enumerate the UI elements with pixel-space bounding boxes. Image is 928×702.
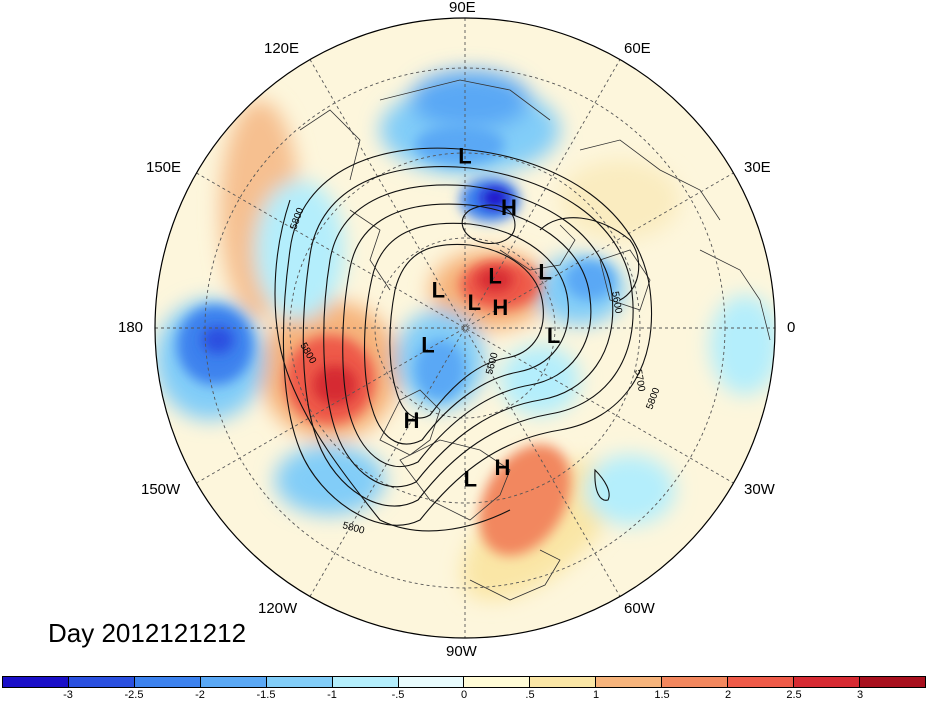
colorbar-segment [530, 677, 597, 687]
colorbar-tick-label: 1.5 [654, 689, 670, 701]
colorbar-segment [596, 677, 663, 687]
high-pressure-marker: H [501, 195, 517, 220]
lon-label-120e: 120E [264, 40, 300, 57]
colorbar [2, 676, 926, 688]
lon-label-0: 0 [787, 319, 796, 336]
colorbar-segment [266, 677, 333, 687]
colorbar-segment [662, 677, 729, 687]
colorbar-segment [728, 677, 795, 687]
colorbar-tick-label: -3 [63, 689, 73, 701]
coastlines [299, 79, 771, 601]
lon-label-90e: 90E [449, 0, 476, 16]
lon-label-30e: 30E [744, 159, 771, 176]
map-boundary [154, 17, 776, 639]
colorbar-segment [398, 677, 465, 687]
low-pressure-marker: L [432, 278, 445, 303]
colorbar-tick-label: 2.5 [786, 689, 802, 701]
contour-label: 5700 [632, 369, 647, 393]
colorbar-segment [464, 677, 531, 687]
colorbar-tick-label: 1 [592, 689, 600, 701]
colorbar-tick-label: -1.5 [256, 689, 276, 701]
low-pressure-marker: L [468, 290, 481, 315]
lon-label-180: 180 [118, 319, 144, 336]
colorbar-tick-label: -2 [195, 689, 205, 701]
polar-map: 5800 5800 5600 5700 5800 5800 5600 LHLHL… [154, 17, 776, 639]
colorbar-tick-label: 0 [460, 689, 468, 701]
colorbar-segment [859, 677, 925, 687]
low-pressure-marker: L [488, 263, 501, 288]
colorbar-tick-label: -2.5 [124, 689, 144, 701]
low-pressure-marker: L [464, 467, 477, 492]
lon-label-120w: 120W [258, 600, 298, 617]
colorbar-segment [200, 677, 267, 687]
low-pressure-marker: L [458, 144, 471, 169]
low-pressure-marker: L [538, 259, 551, 284]
lon-label-60e: 60E [624, 40, 651, 57]
colorbar-segment [134, 677, 201, 687]
lon-label-30w: 30W [744, 481, 775, 498]
graticule [155, 18, 775, 638]
lon-label-60w: 60W [624, 600, 655, 617]
colorbar-segment [3, 677, 69, 687]
colorbar-tick-label: .5 [525, 689, 535, 701]
low-pressure-marker: L [547, 323, 560, 348]
colorbar-segment [68, 677, 135, 687]
contour-label: 5600 [609, 291, 624, 315]
lon-label-150w: 150W [141, 481, 181, 498]
date-title: Day 2012121212 [48, 618, 247, 648]
high-pressure-marker: H [492, 295, 508, 320]
geopotential-contours [274, 147, 652, 532]
high-pressure-marker: H [494, 455, 510, 480]
colorbar-segment [794, 677, 860, 687]
colorbar-tick-label: -.5 [391, 689, 405, 701]
colorbar-tick-label: 3 [856, 689, 864, 701]
lon-label-150e: 150E [146, 159, 182, 176]
low-pressure-marker: L [421, 333, 434, 358]
colorbar-segment [332, 677, 399, 687]
colorbar-tick-label: -1 [327, 689, 337, 701]
colorbar-tick-label: 2 [724, 689, 732, 701]
lon-label-90w: 90W [446, 643, 477, 660]
high-pressure-marker: H [404, 408, 420, 433]
